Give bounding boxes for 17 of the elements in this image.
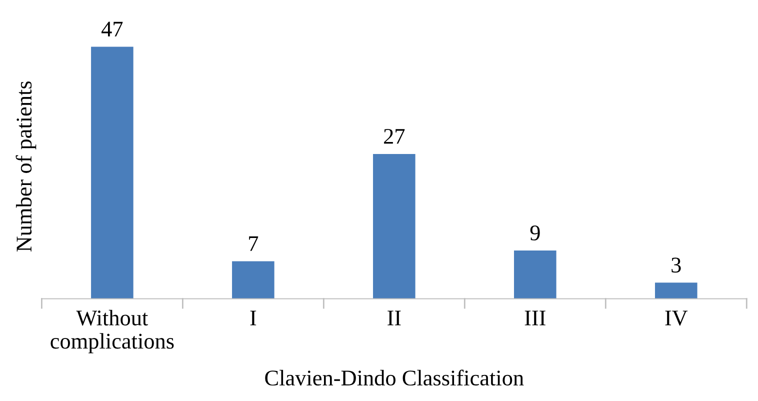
- x-tick-label: Without complications: [50, 310, 174, 354]
- bar: [232, 261, 274, 299]
- bar: [91, 46, 134, 299]
- y-axis-title: Number of patients: [16, 81, 36, 252]
- x-tick-label: III: [524, 310, 546, 326]
- bar: [514, 250, 556, 299]
- x-tick-label: II: [388, 310, 401, 326]
- bar: [654, 282, 698, 299]
- data-label: 9: [530, 225, 540, 240]
- x-axis-title: Clavien-Dindo Classification: [265, 370, 524, 386]
- data-label: 7: [249, 236, 258, 251]
- data-label: 47: [102, 22, 123, 36]
- bar: [373, 154, 416, 299]
- data-label: 27: [384, 128, 405, 144]
- data-label: 3: [672, 258, 681, 273]
- x-tick-label: I: [250, 310, 256, 326]
- x-tick-label: IV: [665, 310, 688, 326]
